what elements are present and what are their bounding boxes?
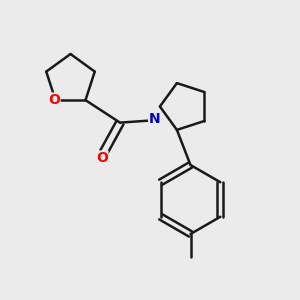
Text: O: O [96, 151, 108, 165]
Text: O: O [48, 93, 60, 107]
Text: N: N [149, 112, 160, 126]
